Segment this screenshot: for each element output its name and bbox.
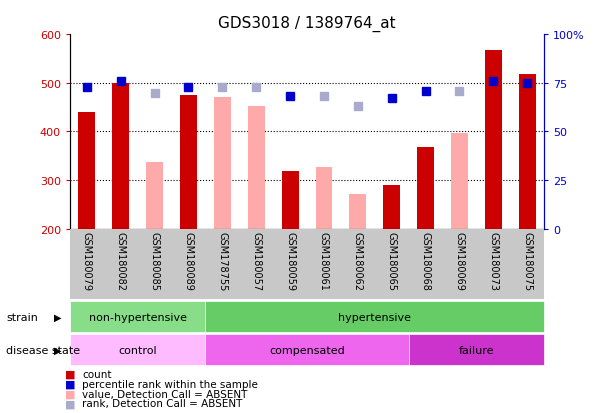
Text: non-hypertensive: non-hypertensive <box>89 312 187 322</box>
Bar <box>417 148 434 229</box>
Text: control: control <box>119 345 157 355</box>
Text: percentile rank within the sample: percentile rank within the sample <box>82 379 258 389</box>
Bar <box>180 96 197 229</box>
Bar <box>112 83 129 229</box>
Text: strain: strain <box>6 312 38 322</box>
Text: compensated: compensated <box>269 345 345 355</box>
Text: GSM180057: GSM180057 <box>251 231 261 290</box>
Text: rank, Detection Call = ABSENT: rank, Detection Call = ABSENT <box>82 399 243 408</box>
Text: failure: failure <box>458 345 494 355</box>
Text: GSM180068: GSM180068 <box>421 231 430 290</box>
Text: ▶: ▶ <box>54 312 61 322</box>
Text: GSM180061: GSM180061 <box>319 231 329 290</box>
Text: GSM180073: GSM180073 <box>488 231 499 290</box>
Bar <box>350 194 366 229</box>
Text: GSM180082: GSM180082 <box>116 231 126 290</box>
Bar <box>70 301 206 332</box>
Text: GSM180069: GSM180069 <box>454 231 465 290</box>
Text: GSM180062: GSM180062 <box>353 231 363 290</box>
Text: GSM178755: GSM178755 <box>217 231 227 291</box>
Bar <box>248 107 264 229</box>
Bar <box>206 335 409 366</box>
Text: GSM180089: GSM180089 <box>184 231 193 290</box>
Text: GSM180065: GSM180065 <box>387 231 397 290</box>
Bar <box>519 75 536 229</box>
Text: ■: ■ <box>64 369 75 379</box>
Bar <box>409 335 544 366</box>
Text: ▶: ▶ <box>54 345 61 355</box>
Bar <box>70 335 206 366</box>
Title: GDS3018 / 1389764_at: GDS3018 / 1389764_at <box>218 16 396 32</box>
Text: GSM180085: GSM180085 <box>150 231 160 290</box>
Text: ■: ■ <box>64 379 75 389</box>
Bar <box>383 185 400 229</box>
Text: GSM180059: GSM180059 <box>285 231 295 290</box>
Bar <box>78 113 95 229</box>
Bar <box>282 172 299 229</box>
Text: disease state: disease state <box>6 345 80 355</box>
Text: GSM180079: GSM180079 <box>82 231 92 290</box>
Text: value, Detection Call = ABSENT: value, Detection Call = ABSENT <box>82 389 247 399</box>
Text: GSM180075: GSM180075 <box>522 231 532 290</box>
Text: ■: ■ <box>64 389 75 399</box>
Bar <box>146 162 163 229</box>
Text: hypertensive: hypertensive <box>338 312 411 322</box>
Text: count: count <box>82 369 112 379</box>
Text: ■: ■ <box>64 399 75 408</box>
Bar <box>485 51 502 229</box>
Bar <box>214 98 231 229</box>
Bar <box>451 134 468 229</box>
Bar <box>316 167 333 229</box>
Bar <box>206 301 544 332</box>
